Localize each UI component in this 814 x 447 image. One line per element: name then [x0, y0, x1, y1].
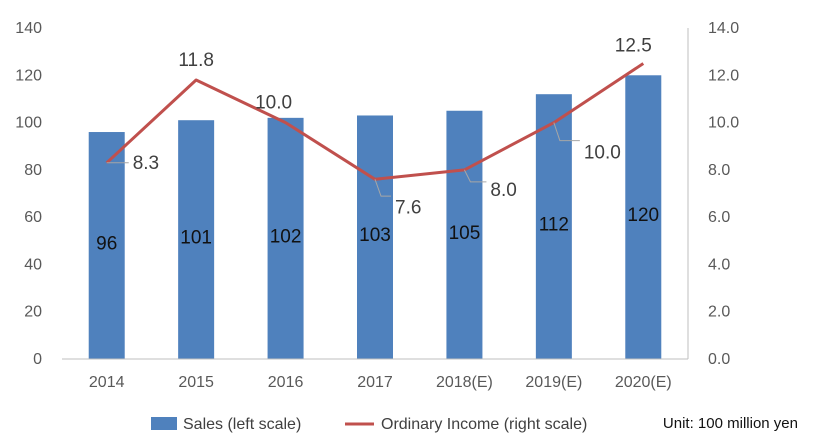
bar-sales — [446, 110, 483, 359]
y-left-tick-label: 80 — [24, 162, 42, 179]
y-right-tick-label: 2.0 — [708, 304, 730, 321]
unit-note: Unit: 100 million yen — [662, 415, 798, 432]
y-right-tick-label: 8.0 — [708, 162, 730, 179]
bar-data-label: 102 — [270, 226, 302, 247]
bar-sales — [267, 117, 304, 359]
x-tick-label: 2015 — [178, 374, 214, 391]
line-data-label: 8.3 — [133, 153, 159, 174]
y-left-tick-label: 0 — [33, 351, 42, 368]
bar-sales — [357, 115, 393, 359]
x-tick-label: 2019(E) — [525, 374, 582, 391]
bar-data-label: 120 — [627, 205, 659, 226]
y-right-tick-label: 12.0 — [708, 67, 739, 84]
line-data-label: 10.0 — [584, 143, 621, 164]
bar-sales — [625, 75, 662, 360]
bar-sales — [88, 132, 125, 359]
y-right-tick-label: 14.0 — [708, 20, 739, 37]
line-label-leader — [463, 169, 487, 183]
line-label-leader — [374, 179, 391, 197]
line-data-label: 8.0 — [490, 180, 516, 201]
x-tick-label: 2018(E) — [436, 374, 493, 391]
x-tick-label: 2016 — [268, 374, 304, 391]
line-data-label: 11.8 — [178, 50, 214, 71]
bar-data-label: 96 — [96, 234, 117, 255]
line-data-label: 10.0 — [255, 93, 292, 114]
y-left-tick-label: 20 — [24, 304, 42, 321]
y-left-tick-label: 100 — [15, 115, 42, 132]
legend-label-sales: Sales (left scale) — [183, 416, 301, 433]
y-left-tick-label: 140 — [15, 20, 42, 37]
legend-label-ordinary-income: Ordinary Income (right scale) — [381, 416, 587, 433]
y-left-tick-label: 60 — [24, 209, 42, 226]
line-label-leader — [553, 122, 580, 142]
line-data-label: 12.5 — [615, 35, 652, 56]
y-right-tick-label: 10.0 — [708, 115, 739, 132]
y-right-tick-label: 0.0 — [708, 351, 730, 368]
x-tick-label: 2020(E) — [615, 374, 672, 391]
legend-swatch-sales — [151, 417, 177, 430]
bar-data-label: 101 — [180, 228, 212, 249]
bar-data-label: 103 — [359, 225, 391, 246]
x-tick-label: 2017 — [357, 374, 393, 391]
x-tick-label: 2014 — [89, 374, 125, 391]
bar-data-label: 112 — [539, 215, 569, 236]
bar-sales — [178, 120, 215, 359]
y-left-tick-label: 40 — [24, 256, 42, 273]
bar-sales — [535, 94, 572, 359]
line-data-label: 7.6 — [395, 197, 421, 218]
y-right-tick-label: 4.0 — [708, 256, 730, 273]
y-left-tick-label: 120 — [15, 67, 42, 84]
y-right-tick-label: 6.0 — [708, 209, 730, 226]
bar-data-label: 105 — [449, 223, 481, 244]
